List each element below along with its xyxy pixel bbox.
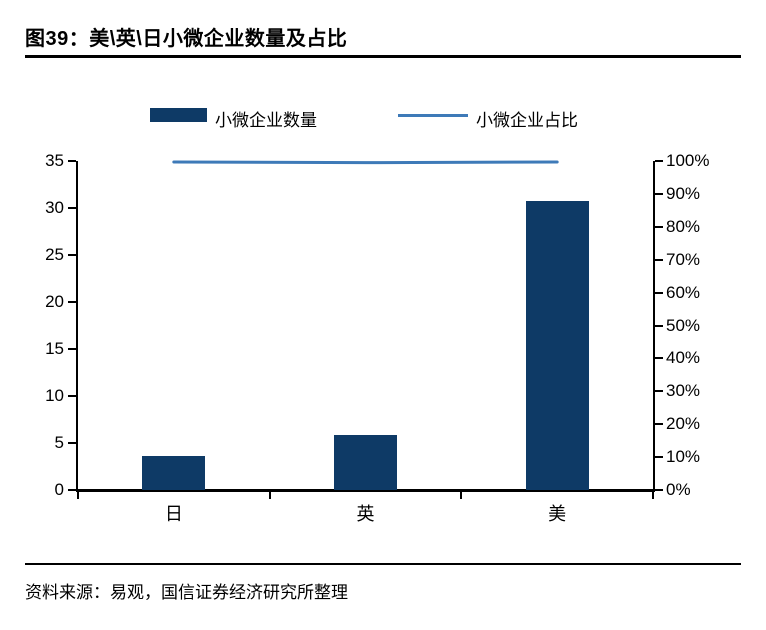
- right-axis-tick-label: 70%: [666, 249, 701, 269]
- left-axis-tick-label: 15: [45, 339, 64, 358]
- right-axis-tick: [655, 357, 663, 360]
- right-axis-tick-label: 10%: [666, 447, 701, 467]
- left-axis-tick-label: 35: [45, 151, 64, 170]
- left-axis-tick: [68, 301, 76, 303]
- right-axis-tick: [655, 390, 663, 393]
- right-axis-tick: [655, 456, 663, 459]
- right-axis-tick: [655, 423, 663, 426]
- source-text: 资料来源：易观，国信证券经济研究所整理: [25, 583, 348, 602]
- right-axis-tick-label: 60%: [666, 282, 701, 302]
- line-series-swatch: [398, 114, 468, 117]
- right-axis-tick: [655, 489, 663, 491]
- x-axis-boundary-tick: [460, 492, 463, 499]
- right-axis-tick-label: 0%: [666, 480, 691, 499]
- line-series-legend-label: 小微企业占比: [476, 111, 578, 130]
- right-axis-tick: [655, 225, 663, 228]
- right-axis-tick-label: 40%: [666, 348, 701, 368]
- left-axis-tick-label: 0: [54, 480, 64, 499]
- left-axis-tick-label: 30: [45, 198, 64, 217]
- title-divider: [25, 55, 741, 58]
- right-axis-tick-label: 50%: [666, 315, 701, 335]
- left-axis-tick-label: 20: [45, 292, 64, 311]
- left-axis-tick: [68, 489, 76, 491]
- left-axis-tick: [68, 395, 76, 397]
- bar: [525, 201, 589, 490]
- left-axis-tick: [68, 207, 76, 209]
- left-axis-tick-label: 5: [54, 433, 64, 452]
- x-axis-boundary-tick: [268, 492, 271, 499]
- right-axis-tick-label: 20%: [666, 414, 701, 434]
- bar-series-swatch: [150, 108, 207, 122]
- bar-series-legend-label: 小微企业数量: [215, 111, 317, 130]
- right-axis-tick-label: 30%: [666, 381, 701, 401]
- x-category-label: 美: [548, 504, 567, 524]
- left-axis-tick-label: 25: [45, 245, 64, 264]
- source-divider: [25, 563, 741, 565]
- left-axis-tick: [68, 254, 76, 256]
- line-series-path: [172, 160, 559, 165]
- right-axis-tick: [655, 160, 663, 162]
- left-axis-tick: [68, 348, 76, 350]
- right-axis-line: [653, 161, 655, 490]
- right-axis-tick: [655, 192, 663, 195]
- left-axis-tick-label: 10: [45, 386, 64, 405]
- left-axis-tick: [68, 442, 76, 444]
- x-axis-boundary-tick: [77, 492, 79, 499]
- right-axis-tick: [655, 324, 663, 327]
- left-axis-line: [76, 161, 78, 490]
- right-axis-tick-label: 90%: [666, 183, 701, 203]
- bottom-axis-line: [76, 489, 655, 492]
- right-axis-tick-label: 80%: [666, 216, 701, 236]
- left-axis-tick: [68, 160, 76, 162]
- right-axis-tick: [655, 258, 663, 261]
- right-axis-tick-label: 100%: [666, 151, 710, 170]
- figure-title: 图39：美\英\日小微企业数量及占比: [25, 28, 348, 50]
- bar: [142, 456, 206, 490]
- x-category-label: 日: [164, 504, 183, 524]
- bar: [334, 434, 397, 490]
- x-axis-boundary-tick: [652, 492, 654, 499]
- x-category-label: 英: [356, 504, 375, 524]
- right-axis-tick: [655, 291, 663, 294]
